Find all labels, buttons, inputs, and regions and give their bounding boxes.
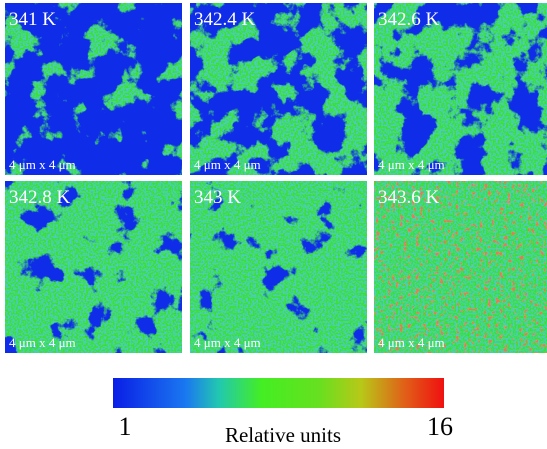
panel-image	[190, 181, 367, 353]
panel-scale: 4 μm x 4 μm	[378, 157, 445, 172]
colorbar-max: 16	[427, 412, 453, 441]
panel-scale: 4 μm x 4 μm	[9, 335, 76, 350]
panel-label: 343 K	[194, 187, 241, 208]
colorbar-label: Relative units	[225, 423, 341, 447]
panel-label: 343.6 K	[378, 187, 440, 208]
panel-label: 342.6 K	[378, 9, 440, 30]
panel-image	[190, 3, 367, 175]
panel-label: 342.4 K	[194, 9, 256, 30]
panel-scale: 4 μm x 4 μm	[378, 335, 445, 350]
panel-image	[5, 181, 182, 353]
panel-image	[374, 3, 547, 175]
panel-scale: 4 μm x 4 μm	[194, 335, 261, 350]
panel-label: 341 K	[9, 9, 56, 30]
panel-image	[5, 3, 182, 175]
colorbar	[113, 378, 444, 408]
panel-image	[374, 181, 547, 353]
panel-scale: 4 μm x 4 μm	[9, 157, 76, 172]
panel-label: 342.8 K	[9, 187, 71, 208]
panel-scale: 4 μm x 4 μm	[194, 157, 261, 172]
colorbar-min: 1	[119, 412, 132, 441]
